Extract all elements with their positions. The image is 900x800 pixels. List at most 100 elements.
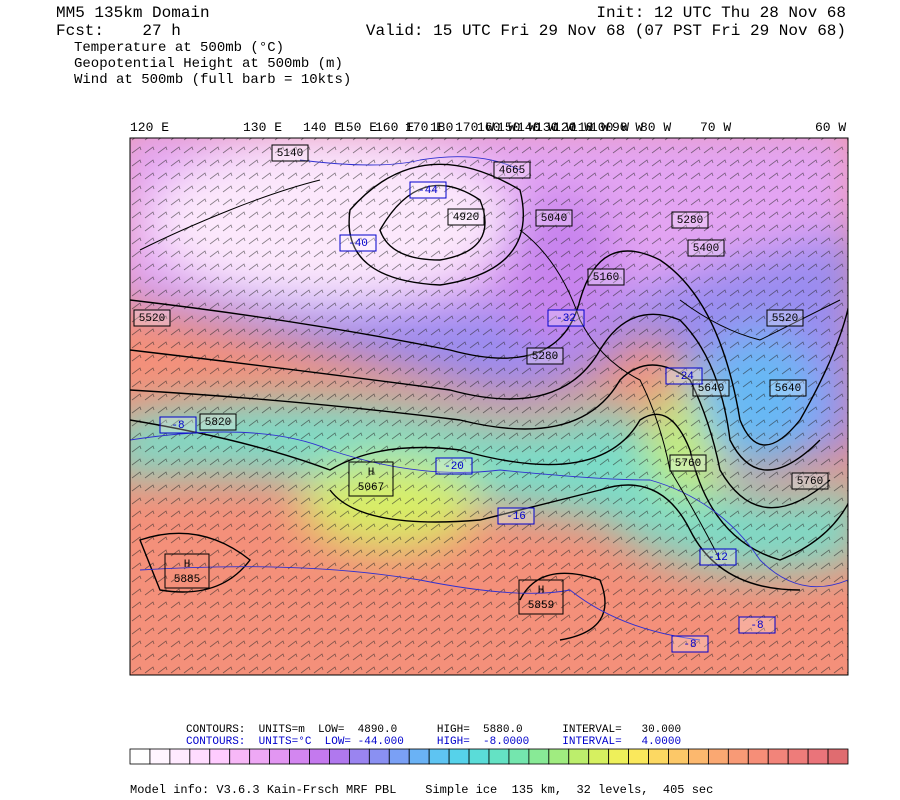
colorbar-cell: [747, 748, 769, 765]
longitude-label: 130 W: [535, 120, 574, 135]
longitude-label: 150 E: [338, 120, 377, 135]
temperature-label: -12: [708, 552, 728, 564]
colorbar-cell: [827, 748, 849, 765]
temperature-label: -32: [556, 313, 576, 325]
longitude-label: 160 W: [477, 120, 516, 135]
temperature-label-box: [159, 416, 197, 434]
temperature-label-box: [339, 234, 377, 252]
map-frame: [129, 137, 849, 676]
contour: [379, 184, 486, 261]
height-label-box: [133, 309, 171, 327]
header-right: Init: 12 UTC Thu 28 Nov 68: [596, 4, 846, 22]
temperature-label-box: [699, 548, 737, 566]
field-list: Temperature at 500mb (°C)Geopotential He…: [74, 40, 351, 88]
height-label-box: [587, 268, 625, 286]
longitude-label: 170 E: [405, 120, 444, 135]
isotherm: [130, 431, 848, 588]
contour: [348, 163, 525, 286]
contour-info: CONTOURS: UNITS=m LOW= 4890.0 HIGH= 5880…: [186, 724, 681, 748]
height-label-box: [687, 239, 725, 257]
temperature-label: -8: [171, 420, 184, 432]
temperature-label-box: [409, 181, 447, 199]
header-left: MM5 135km Domain: [56, 4, 210, 22]
contour: [130, 413, 848, 561]
high-value: 5067: [358, 482, 384, 494]
colorbar-cell: [488, 748, 510, 765]
colorbar-cell: [668, 748, 689, 765]
longitude-label: 80 W: [640, 120, 671, 135]
colorbar-cell: [189, 748, 211, 765]
coastline: [519, 229, 721, 561]
high-mark: H: [538, 585, 545, 597]
colorbar-cell: [707, 748, 729, 765]
height-label: 5760: [797, 476, 823, 488]
colorbar-cell: [727, 748, 749, 765]
colorbar-cell: [688, 748, 709, 765]
coastlines: [139, 179, 841, 561]
high-value: 5859: [528, 600, 554, 612]
longitude-label: 70 W: [700, 120, 731, 135]
height-label-box: [766, 309, 804, 327]
colorbar-cell: [807, 748, 829, 765]
longitude-label: 180: [430, 120, 453, 135]
longitude-label: 150 W: [497, 120, 536, 135]
colorbar-cell: [428, 748, 450, 765]
colorbar-cell: [368, 748, 390, 765]
height-label: 5280: [532, 351, 558, 363]
field-label: Wind at 500mb (full barb = 10kts): [74, 72, 351, 88]
colorbar-cell: [129, 748, 151, 765]
height-label-box: [791, 472, 829, 490]
height-label-box: [769, 379, 807, 397]
high-mark: H: [368, 467, 375, 479]
isotherm: [139, 566, 701, 641]
height-label: 5640: [698, 383, 724, 395]
height-label-box: [447, 208, 485, 226]
height-contours: [130, 163, 848, 641]
colorbar-cell: [628, 748, 649, 765]
isotherm: [299, 156, 521, 171]
colorbar-cell: [209, 748, 231, 765]
height-label-box: [671, 211, 709, 229]
temperature-label: -16: [506, 511, 526, 523]
high-mark: H: [184, 559, 191, 571]
temperature-label: -24: [674, 371, 694, 383]
longitude-label: 110 W: [570, 120, 609, 135]
height-label-box: [271, 144, 309, 162]
colorbar-cell: [468, 748, 490, 765]
longitude-label: 130 E: [243, 120, 282, 135]
height-label: 5520: [139, 313, 165, 325]
temperature-label: -20: [444, 461, 464, 473]
height-label: 5040: [541, 213, 567, 225]
temperature-label-box: [435, 457, 473, 475]
temperature-label: -8: [750, 620, 763, 632]
longitude-label: 170 W: [455, 120, 494, 135]
colorbar: [129, 748, 849, 765]
colorbar-cell: [388, 748, 410, 765]
height-label: 5820: [205, 417, 231, 429]
contour-info-line: CONTOURS: UNITS=m LOW= 4890.0 HIGH= 5880…: [186, 724, 681, 736]
longitude-label: 120 W: [553, 120, 592, 135]
colorbar-cell: [767, 748, 789, 765]
longitude-label: 140 W: [517, 120, 556, 135]
colorbar-cell: [149, 748, 171, 765]
header-right: Valid: 15 UTC Fri 29 Nov 68 (07 PST Fri …: [366, 22, 846, 40]
colorbar-cell: [329, 748, 350, 765]
field-label: Temperature at 500mb (°C): [74, 40, 284, 56]
coastline: [139, 179, 321, 251]
longitude-label: 100 W: [590, 120, 629, 135]
colorbar-cell: [608, 748, 630, 765]
height-label-box: [526, 347, 564, 365]
colorbar-cell: [289, 748, 310, 765]
colorbar-cell: [249, 748, 271, 765]
colorbar-cell: [408, 748, 430, 765]
temperature-label: -40: [348, 238, 368, 250]
height-label: 5640: [775, 383, 801, 395]
wind-barbs: [130, 138, 848, 675]
header-left: Fcst: 27 h: [56, 22, 181, 40]
colorbar-cell: [528, 748, 550, 765]
height-label: 5520: [772, 313, 798, 325]
high-box: [518, 579, 564, 615]
colorbar-cell: [648, 748, 669, 765]
colorbar-cell: [348, 748, 370, 765]
